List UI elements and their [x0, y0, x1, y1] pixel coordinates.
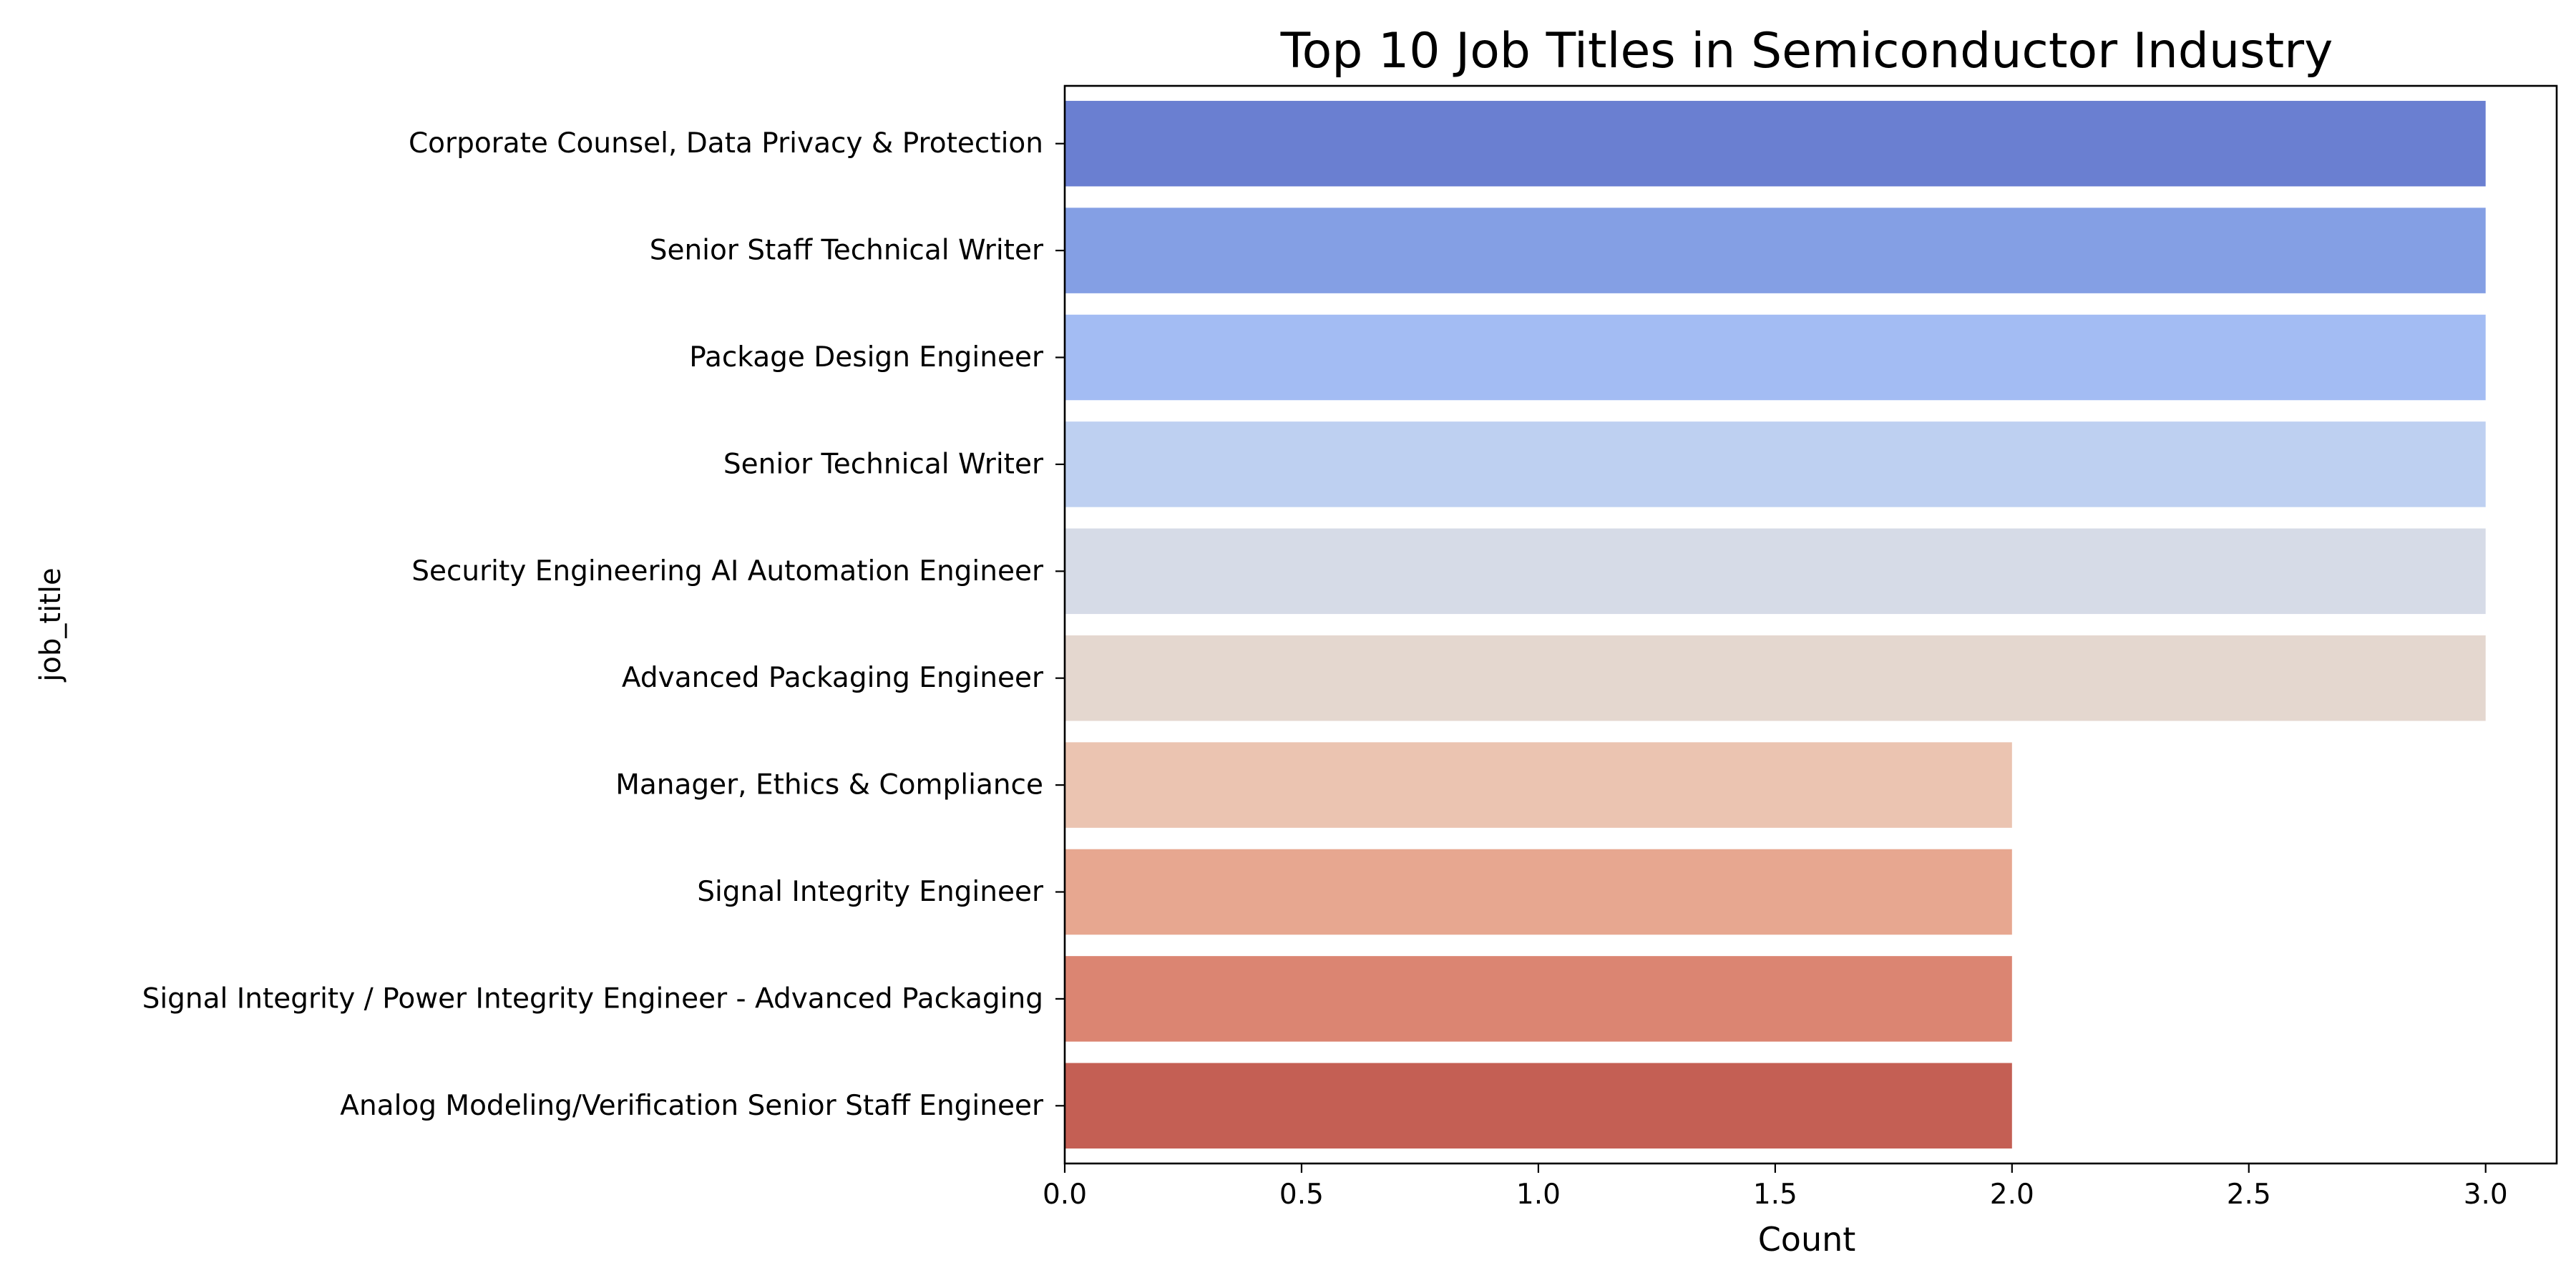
plot-frame	[1063, 84, 2558, 1165]
bar-2	[1065, 208, 2486, 293]
bar-8	[1065, 849, 2012, 935]
x-axis-label: Count	[1758, 1220, 1856, 1259]
bar-6	[1065, 635, 2486, 721]
y-tick-label: Signal Integrity Engineer	[697, 876, 1044, 908]
bar-3	[1065, 314, 2486, 401]
bar-10	[1065, 1063, 2012, 1149]
bar-4	[1065, 421, 2486, 507]
y-tick-label: Manager, Ethics & Compliance	[615, 769, 1043, 801]
x-tick-label: 0.5	[1279, 1179, 1324, 1211]
x-tick-labels: 0.0 0.5 1.0 1.5 2.0 2.5 3.0	[1043, 1163, 2508, 1211]
y-tick-label: Corporate Counsel, Data Privacy & Protec…	[409, 127, 1043, 160]
y-axis-label: job_title	[34, 567, 67, 682]
y-tick-label: Senior Staff Technical Writer	[650, 235, 1044, 267]
bars-layer	[1065, 100, 2486, 1149]
y-tick-label: Advanced Packaging Engineer	[622, 662, 1044, 694]
x-tick-label: 0.0	[1043, 1179, 1087, 1211]
x-tick-label: 2.5	[2227, 1179, 2271, 1211]
y-tick-label: Signal Integrity / Power Integrity Engin…	[142, 982, 1043, 1015]
y-tick-labels: Corporate Counsel, Data Privacy & Protec…	[142, 127, 1065, 1122]
bar-5	[1065, 528, 2486, 615]
chart-title: Top 10 Job Titles in Semiconductor Indus…	[1280, 23, 2333, 79]
bar-7	[1065, 742, 2012, 828]
x-tick-label: 1.5	[1753, 1179, 1797, 1211]
y-tick-label: Security Engineering AI Automation Engin…	[411, 555, 1044, 587]
bar-9	[1065, 956, 2012, 1042]
x-tick-label: 1.0	[1516, 1179, 1561, 1211]
x-tick-label: 3.0	[2464, 1179, 2508, 1211]
x-tick-label: 2.0	[1990, 1179, 2034, 1211]
y-tick-label: Package Design Engineer	[689, 341, 1044, 374]
y-tick-label: Senior Technical Writer	[723, 448, 1044, 480]
bar-1	[1065, 100, 2486, 187]
y-tick-label: Analog Modeling/Verification Senior Staf…	[340, 1090, 1044, 1122]
